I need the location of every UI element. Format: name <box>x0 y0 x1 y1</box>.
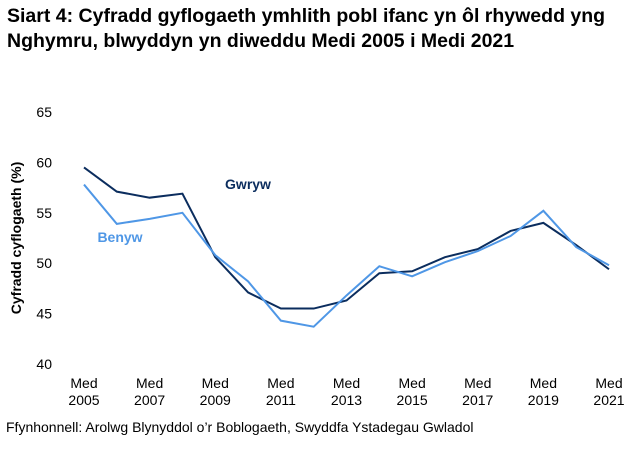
chart-title: Siart 4: Cyfradd gyflogaeth ymhlith pobl… <box>7 5 606 52</box>
x-tick-label: Med 2009 <box>200 375 231 408</box>
x-tick-label: Med 2019 <box>528 375 559 408</box>
x-tick-label: Med 2021 <box>593 375 624 408</box>
series-label: Benyw <box>97 229 142 245</box>
source-note: Ffynhonnell: Arolwg Blynyddol o’r Boblog… <box>6 419 473 435</box>
y-tick-label: 55 <box>36 205 52 221</box>
y-axis-label: Cyfradd cyflogaeth (%) <box>8 162 24 314</box>
series-label: Gwryw <box>225 176 271 192</box>
series-line <box>83 183 610 328</box>
x-tick-label: Med 2017 <box>462 375 493 408</box>
y-tick-label: 50 <box>36 255 52 271</box>
x-tick-label: Med 2005 <box>68 375 99 408</box>
x-tick-label: Med 2013 <box>331 375 362 408</box>
x-tick-label: Med 2011 <box>266 375 296 408</box>
series-line <box>83 166 610 310</box>
y-tick-label: 40 <box>36 356 52 372</box>
x-tick-label: Med 2015 <box>397 375 428 408</box>
y-tick-label: 45 <box>36 306 52 322</box>
y-tick-label: 65 <box>36 104 52 120</box>
x-tick-label: Med 2007 <box>134 375 165 408</box>
y-tick-label: 60 <box>36 154 52 170</box>
